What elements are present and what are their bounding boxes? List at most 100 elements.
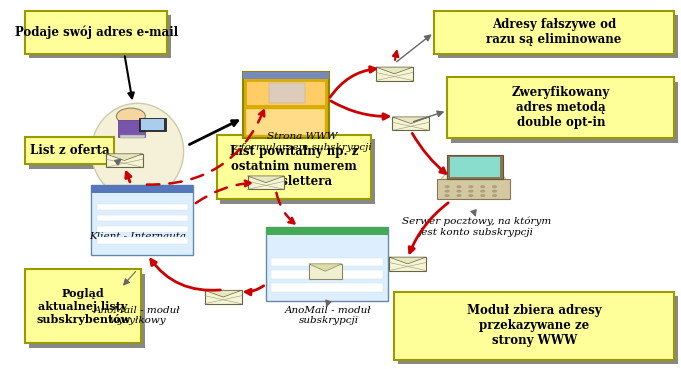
Circle shape xyxy=(469,194,473,197)
FancyArrowPatch shape xyxy=(147,110,264,184)
FancyBboxPatch shape xyxy=(266,227,387,301)
FancyBboxPatch shape xyxy=(376,67,413,80)
FancyBboxPatch shape xyxy=(266,227,387,235)
FancyBboxPatch shape xyxy=(243,72,328,138)
Circle shape xyxy=(445,185,449,188)
FancyBboxPatch shape xyxy=(29,15,171,58)
Text: Pogląd
aktualnej listy
subskrybentów: Pogląd aktualnej listy subskrybentów xyxy=(36,288,130,325)
FancyBboxPatch shape xyxy=(25,11,167,54)
FancyBboxPatch shape xyxy=(97,237,188,244)
Polygon shape xyxy=(106,154,143,161)
Text: Podaje swój adres e-mail: Podaje swój adres e-mail xyxy=(15,25,178,39)
Polygon shape xyxy=(376,67,413,74)
FancyBboxPatch shape xyxy=(217,135,371,199)
FancyBboxPatch shape xyxy=(269,83,306,103)
FancyBboxPatch shape xyxy=(25,269,141,343)
FancyBboxPatch shape xyxy=(140,118,165,131)
FancyBboxPatch shape xyxy=(205,290,242,304)
FancyBboxPatch shape xyxy=(247,176,285,189)
FancyArrowPatch shape xyxy=(124,272,136,285)
FancyBboxPatch shape xyxy=(437,179,509,199)
FancyArrowPatch shape xyxy=(151,259,221,290)
FancyArrowPatch shape xyxy=(393,51,398,60)
FancyBboxPatch shape xyxy=(91,184,193,193)
FancyArrowPatch shape xyxy=(276,193,294,224)
FancyBboxPatch shape xyxy=(29,274,145,348)
Circle shape xyxy=(480,190,486,193)
Circle shape xyxy=(456,185,462,188)
Polygon shape xyxy=(205,290,242,297)
Polygon shape xyxy=(389,257,426,264)
Circle shape xyxy=(116,108,145,124)
Circle shape xyxy=(469,185,473,188)
FancyBboxPatch shape xyxy=(247,81,326,105)
Circle shape xyxy=(480,194,486,197)
Text: Moduł zbiera adresy
przekazywane ze
strony WWW: Moduł zbiera adresy przekazywane ze stro… xyxy=(467,304,602,347)
Circle shape xyxy=(445,194,449,197)
Text: List z ofertą: List z ofertą xyxy=(30,144,110,157)
Text: List powitalny np. z
ostatnim numerem
newslettera: List powitalny np. z ostatnim numerem ne… xyxy=(229,145,358,189)
FancyBboxPatch shape xyxy=(29,141,118,169)
Ellipse shape xyxy=(441,167,507,199)
Text: Strona WWW
z formularzem subskrypcji: Strona WWW z formularzem subskrypcji xyxy=(232,132,372,152)
Ellipse shape xyxy=(91,103,184,199)
FancyBboxPatch shape xyxy=(398,296,678,364)
FancyBboxPatch shape xyxy=(243,72,328,79)
FancyArrowPatch shape xyxy=(471,210,476,216)
FancyArrowPatch shape xyxy=(331,101,389,119)
FancyBboxPatch shape xyxy=(392,117,429,130)
Circle shape xyxy=(456,190,462,193)
Text: AnoMail - moduł
wysyłkowy: AnoMail - moduł wysyłkowy xyxy=(94,306,180,325)
FancyBboxPatch shape xyxy=(447,77,674,138)
FancyArrowPatch shape xyxy=(412,134,446,173)
FancyArrowPatch shape xyxy=(195,181,251,203)
FancyBboxPatch shape xyxy=(451,82,678,143)
FancyArrowPatch shape xyxy=(114,159,121,165)
FancyArrowPatch shape xyxy=(189,121,238,145)
FancyBboxPatch shape xyxy=(271,258,383,266)
FancyBboxPatch shape xyxy=(434,11,674,54)
FancyBboxPatch shape xyxy=(450,157,500,177)
FancyBboxPatch shape xyxy=(389,257,426,270)
Circle shape xyxy=(445,190,449,193)
FancyBboxPatch shape xyxy=(97,226,188,232)
FancyArrowPatch shape xyxy=(330,67,375,97)
Text: Serwer pocztowy, na którym
jest konto subskrypcji: Serwer pocztowy, na którym jest konto su… xyxy=(402,217,552,237)
FancyBboxPatch shape xyxy=(394,292,674,360)
FancyBboxPatch shape xyxy=(25,137,114,164)
FancyBboxPatch shape xyxy=(221,139,375,204)
Circle shape xyxy=(492,190,497,193)
Circle shape xyxy=(492,194,497,197)
FancyBboxPatch shape xyxy=(141,119,165,130)
Polygon shape xyxy=(392,117,429,124)
Text: Zweryfikowany
adres metodą
double opt-in: Zweryfikowany adres metodą double opt-in xyxy=(511,86,610,130)
FancyBboxPatch shape xyxy=(438,15,678,58)
FancyBboxPatch shape xyxy=(271,283,383,292)
Circle shape xyxy=(480,185,486,188)
Text: Adresy fałszywe od
razu są eliminowane: Adresy fałszywe od razu są eliminowane xyxy=(486,18,622,46)
FancyArrowPatch shape xyxy=(396,35,430,62)
FancyArrowPatch shape xyxy=(245,286,264,295)
Circle shape xyxy=(456,194,462,197)
FancyArrowPatch shape xyxy=(409,203,448,253)
Text: Klient - Internauta: Klient - Internauta xyxy=(89,232,186,241)
FancyBboxPatch shape xyxy=(118,120,145,137)
FancyBboxPatch shape xyxy=(447,155,503,179)
Polygon shape xyxy=(308,264,342,271)
FancyArrowPatch shape xyxy=(125,56,133,98)
FancyBboxPatch shape xyxy=(97,215,188,221)
FancyBboxPatch shape xyxy=(97,204,188,210)
FancyArrowPatch shape xyxy=(326,300,331,306)
FancyBboxPatch shape xyxy=(247,109,326,135)
FancyBboxPatch shape xyxy=(120,135,145,138)
Circle shape xyxy=(469,190,473,193)
Circle shape xyxy=(492,185,497,188)
FancyBboxPatch shape xyxy=(91,184,193,255)
Text: AnoMail - moduł
subskrypcji: AnoMail - moduł subskrypcji xyxy=(285,306,372,325)
Polygon shape xyxy=(247,176,285,183)
FancyArrowPatch shape xyxy=(126,172,131,182)
FancyArrowPatch shape xyxy=(413,111,443,122)
FancyBboxPatch shape xyxy=(271,270,383,279)
FancyBboxPatch shape xyxy=(308,264,342,279)
FancyBboxPatch shape xyxy=(106,154,143,167)
